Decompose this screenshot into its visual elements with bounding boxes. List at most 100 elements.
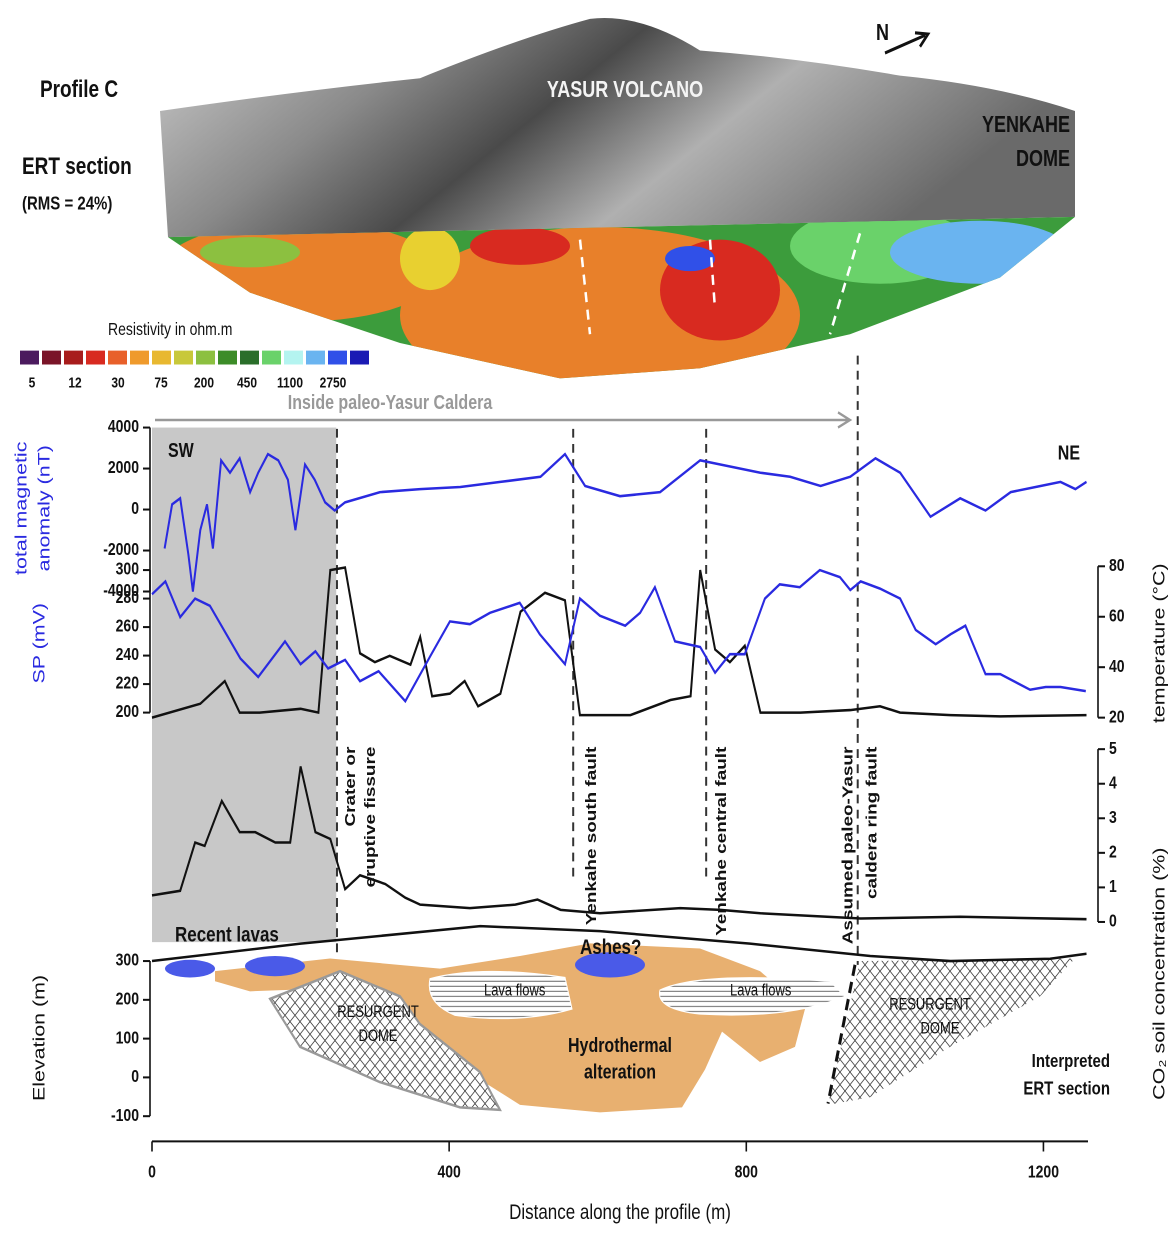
x-tick-label: 1200 bbox=[1028, 1163, 1059, 1182]
colorbar-swatch bbox=[174, 350, 193, 365]
data-line bbox=[163, 452, 1087, 592]
colorbar-tick-label: 75 bbox=[154, 374, 168, 391]
volcano-label: YASUR VOLCANO bbox=[547, 77, 703, 102]
colorbar-swatch bbox=[350, 350, 369, 365]
section-label: Recent lavas bbox=[175, 923, 279, 947]
y-axis-label: anomaly (nT) bbox=[35, 445, 54, 571]
y-tick-label: 2 bbox=[1109, 843, 1117, 862]
colorbar-swatch bbox=[328, 350, 347, 365]
y-tick-label: 0 bbox=[131, 500, 139, 519]
ne-label: NE bbox=[1058, 442, 1080, 464]
rms-label: (RMS = 24%) bbox=[22, 193, 112, 214]
colorbar-swatch bbox=[240, 350, 259, 365]
north-arrow bbox=[884, 31, 931, 55]
colorbar-swatch bbox=[152, 350, 171, 365]
y-axis-label: CO₂ soil concentration (%) bbox=[1150, 847, 1169, 1099]
data-line bbox=[151, 766, 1087, 921]
section-label: RESURGENT bbox=[337, 1004, 419, 1022]
colorbar-swatch bbox=[218, 350, 237, 365]
y-tick-label: 60 bbox=[1109, 607, 1125, 626]
colorbar-swatch bbox=[108, 350, 127, 365]
ert-label: ERT section bbox=[22, 152, 132, 180]
colorbar-swatch bbox=[20, 350, 39, 365]
y-tick-label: 100 bbox=[116, 1029, 139, 1048]
colorbar-swatch bbox=[64, 350, 83, 365]
data-line bbox=[151, 566, 1087, 719]
fault-label: Yenkahe central fault bbox=[713, 746, 730, 936]
y-axis-label: SP (mV) bbox=[30, 603, 49, 684]
y-tick-label: -4000 bbox=[103, 582, 139, 601]
section-label: Lava flows bbox=[730, 982, 791, 1000]
y-tick-label: 280 bbox=[116, 589, 139, 608]
x-tick-label: 0 bbox=[148, 1163, 156, 1182]
geology bbox=[165, 943, 1075, 1113]
section-label: alteration bbox=[584, 1061, 656, 1083]
x-axis-label: Distance along the profile (m) bbox=[509, 1200, 731, 1224]
y-tick-label: 260 bbox=[116, 617, 139, 636]
y-tick-label: 1 bbox=[1109, 878, 1117, 897]
y-tick-label: -2000 bbox=[103, 541, 139, 560]
caldera-label: Inside paleo-Yasur Caldera bbox=[288, 391, 493, 413]
y-tick-label: 200 bbox=[116, 990, 139, 1009]
terrain-3d bbox=[160, 18, 1075, 238]
data-line bbox=[151, 568, 1086, 704]
colorbar-swatch bbox=[196, 350, 215, 365]
shaded-region bbox=[152, 427, 337, 943]
fault-label: Assumed paleo-Yasur bbox=[840, 746, 857, 944]
ert-section bbox=[168, 216, 1075, 379]
y-tick-label: 200 bbox=[116, 703, 139, 722]
data-line bbox=[151, 924, 1087, 963]
background-layer bbox=[152, 427, 337, 943]
colorbar-tick-label: 1100 bbox=[277, 374, 303, 391]
fault-label: eruptive fissure bbox=[362, 747, 379, 888]
colorbar-swatch bbox=[86, 350, 105, 365]
section-label: DOME bbox=[921, 1020, 960, 1038]
fault-label: caldera ring fault bbox=[864, 746, 881, 899]
y-tick-label: 220 bbox=[116, 674, 139, 693]
colorbar-tick-label: 2750 bbox=[320, 374, 347, 391]
fault-label: Yenkahe south fault bbox=[583, 746, 600, 925]
section-label: DOME bbox=[359, 1028, 398, 1046]
y-tick-label: 3 bbox=[1109, 809, 1117, 828]
y-tick-label: 300 bbox=[116, 560, 139, 579]
colorbar-title: Resistivity in ohm.m bbox=[108, 321, 232, 340]
dome-label: YENKAHE bbox=[982, 112, 1070, 137]
y-axis-label: Elevation (m) bbox=[30, 975, 49, 1101]
y-tick-label: 240 bbox=[116, 646, 139, 665]
colorbar-tick-label: 5 bbox=[29, 374, 36, 391]
y-tick-label: 4 bbox=[1109, 774, 1117, 793]
section-label: Lava flows bbox=[484, 982, 545, 1000]
profile-label: Profile C bbox=[40, 75, 118, 103]
colorbar-tick-label: 12 bbox=[68, 374, 82, 391]
north-label: N bbox=[876, 20, 889, 45]
colorbar-swatch bbox=[306, 350, 325, 365]
y-tick-label: -100 bbox=[111, 1106, 139, 1125]
y-tick-label: 20 bbox=[1109, 708, 1125, 727]
y-tick-label: 80 bbox=[1109, 557, 1125, 576]
sw-label: SW bbox=[168, 439, 194, 461]
y-axis-label: temperature (°C) bbox=[1150, 563, 1169, 723]
y-tick-label: 5 bbox=[1109, 739, 1117, 758]
colorbar-swatch bbox=[262, 350, 281, 365]
fault-label: Crater or bbox=[342, 746, 359, 826]
y-tick-label: 2000 bbox=[108, 459, 139, 478]
section-label: ERT section bbox=[1023, 1078, 1110, 1099]
section-label: RESURGENT bbox=[889, 996, 971, 1014]
y-tick-label: 0 bbox=[131, 1068, 139, 1087]
colorbar-tick-label: 200 bbox=[194, 374, 214, 391]
y-tick-label: 300 bbox=[116, 951, 139, 970]
y-tick-label: 0 bbox=[1109, 912, 1117, 931]
dome-label: DOME bbox=[1016, 146, 1070, 171]
y-tick-label: 4000 bbox=[108, 418, 139, 437]
x-tick-label: 400 bbox=[437, 1163, 460, 1182]
colorbar-tick-label: 450 bbox=[237, 374, 257, 391]
colorbar-swatch bbox=[42, 350, 61, 365]
section-label: Ashes? bbox=[580, 935, 641, 959]
section-label: Hydrothermal bbox=[568, 1034, 672, 1056]
colorbar-swatch bbox=[284, 350, 303, 365]
colorbar-tick-label: 30 bbox=[111, 374, 125, 391]
y-tick-label: 40 bbox=[1109, 657, 1125, 676]
section-label: Interpreted bbox=[1032, 1050, 1110, 1071]
